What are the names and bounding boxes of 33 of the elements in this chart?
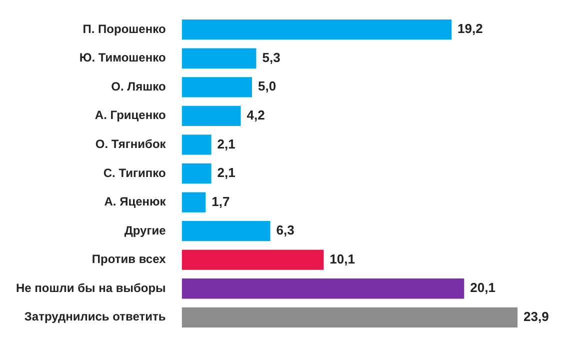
data-label: 19,2 xyxy=(458,21,483,36)
y-tick-label: Ю. Тимошенко xyxy=(79,50,166,65)
bar xyxy=(182,48,256,68)
bar xyxy=(182,106,241,126)
y-tick-label: Против всех xyxy=(92,252,166,266)
data-label: 10,1 xyxy=(330,251,355,266)
bar xyxy=(182,77,252,98)
data-label: 2,1 xyxy=(217,165,236,180)
bar xyxy=(182,278,464,299)
y-tick-label: Другие xyxy=(124,223,166,238)
y-tick-label: С. Тигипко xyxy=(103,166,166,180)
y-tick-label: А. Гриценко xyxy=(94,108,166,122)
bar xyxy=(182,307,518,328)
data-label: 1,7 xyxy=(212,194,230,209)
y-tick-label: А. Яценюк xyxy=(104,194,167,209)
bar xyxy=(182,250,324,270)
y-tick-label: Не пошли бы на выборы xyxy=(16,280,166,295)
y-tick-label: О. Ляшко xyxy=(111,79,166,94)
data-label: 2,1 xyxy=(217,136,236,152)
y-tick-label: П. Порошенко xyxy=(82,22,166,36)
data-label: 20,1 xyxy=(470,280,496,296)
y-tick-label: Затруднились ответить xyxy=(24,310,166,324)
bar xyxy=(182,163,212,184)
data-label: 23,9 xyxy=(524,308,549,324)
y-tick-label: О. Тягнибок xyxy=(95,137,167,152)
data-label: 5,3 xyxy=(262,50,280,65)
data-label: 6,3 xyxy=(276,222,294,238)
data-label: 4,2 xyxy=(246,108,265,123)
bar xyxy=(182,220,270,242)
bar xyxy=(182,192,206,212)
data-label: 5,0 xyxy=(258,78,276,94)
bar xyxy=(182,134,212,155)
bar xyxy=(182,20,452,40)
